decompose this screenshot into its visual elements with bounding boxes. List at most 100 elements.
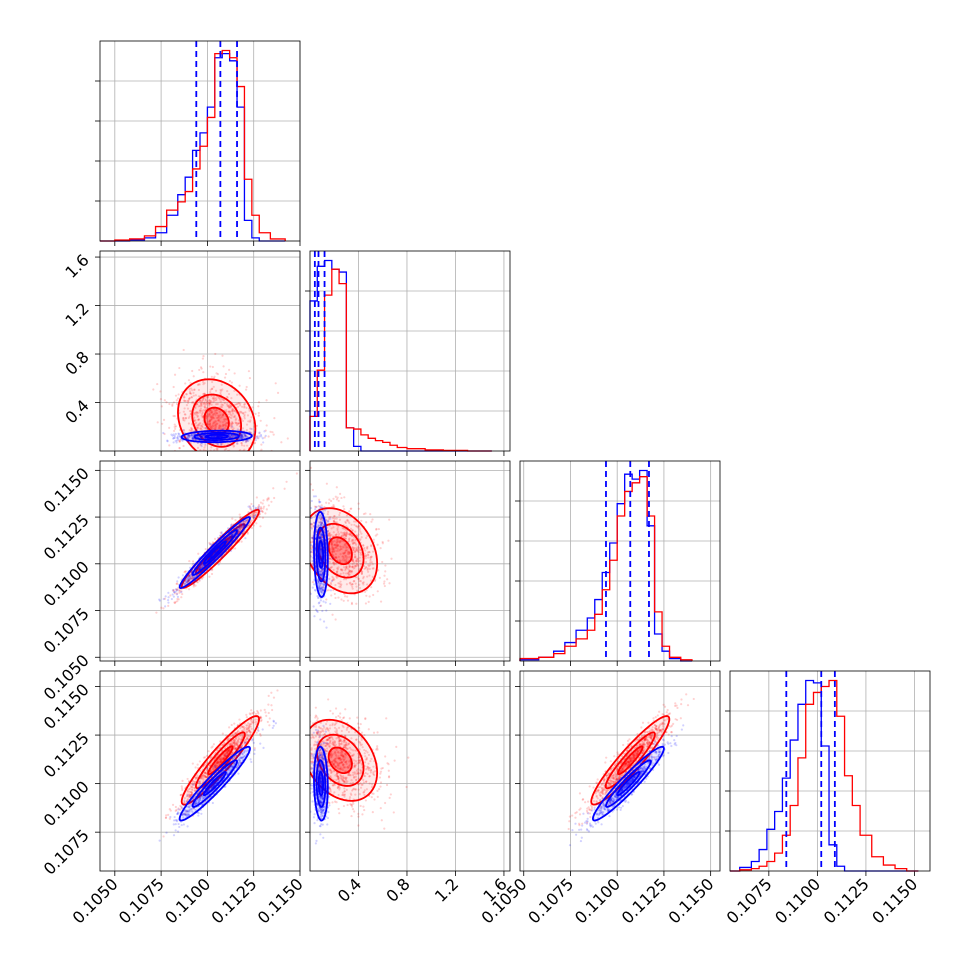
sample-point <box>219 391 222 394</box>
sample-point <box>236 431 239 435</box>
sample-point <box>259 525 262 528</box>
histogram-series-b <box>730 679 919 872</box>
sample-point <box>349 570 352 573</box>
pair-panel-r2-c1 <box>305 460 511 666</box>
sample-point <box>201 442 204 445</box>
sample-point <box>183 413 186 416</box>
sample-point <box>313 615 316 618</box>
sample-point <box>369 513 372 516</box>
sample-point <box>327 589 330 592</box>
sample-point <box>226 403 229 406</box>
sample-point <box>187 399 190 402</box>
sample-point <box>199 449 202 451</box>
sample-point <box>362 581 365 584</box>
sample-point <box>310 483 312 486</box>
sample-point <box>231 422 234 425</box>
sample-point <box>360 536 363 539</box>
sample-point <box>350 507 353 510</box>
sample-point <box>319 618 322 621</box>
sample-point <box>208 575 211 578</box>
sample-point <box>217 415 220 419</box>
sample-point <box>325 626 328 629</box>
sample-point <box>367 600 370 603</box>
sample-point <box>331 544 334 547</box>
sample-point <box>198 567 201 570</box>
sample-point <box>337 543 340 547</box>
sample-point <box>328 516 331 519</box>
sample-point <box>325 598 328 601</box>
sample-point <box>351 565 354 569</box>
sample-point <box>185 393 188 396</box>
sample-point <box>351 562 354 566</box>
sample-point <box>190 395 193 399</box>
sample-point <box>232 532 235 535</box>
sample-point <box>335 538 339 541</box>
sample-point <box>240 444 244 447</box>
sample-point <box>263 430 266 433</box>
histogram-panel-3 <box>515 460 721 666</box>
sample-point <box>351 583 354 586</box>
sample-point <box>332 526 335 529</box>
sample-point <box>213 421 216 424</box>
sample-point <box>349 507 352 510</box>
sample-point <box>178 439 182 443</box>
sample-point <box>320 504 323 507</box>
sample-point <box>211 553 215 556</box>
sample-point <box>366 551 369 554</box>
sample-point <box>228 412 231 415</box>
sample-point <box>201 453 203 455</box>
sample-point <box>229 413 232 416</box>
sample-point <box>334 495 337 498</box>
sample-point <box>376 533 379 536</box>
sample-point <box>338 540 341 543</box>
x-tick-label: 0.1125 <box>820 874 873 927</box>
sample-point <box>235 403 238 406</box>
sample-point <box>199 400 202 403</box>
sample-point <box>178 588 181 592</box>
sample-point <box>369 579 373 582</box>
sample-point <box>230 523 233 526</box>
sample-point <box>221 454 223 456</box>
sample-point <box>210 418 213 421</box>
sample-point <box>191 369 194 373</box>
sample-point <box>211 410 214 413</box>
sample-point <box>172 414 175 418</box>
sample-point <box>216 435 219 438</box>
sample-point <box>218 425 222 428</box>
sample-point <box>182 348 185 352</box>
sample-point <box>186 581 189 584</box>
sample-point <box>209 425 212 428</box>
y-tick-label: 0.1100 <box>40 557 93 610</box>
sample-point <box>328 560 331 564</box>
sample-point <box>368 565 371 568</box>
sample-point <box>365 521 368 524</box>
sample-point <box>184 413 187 416</box>
sample-point <box>227 539 230 542</box>
x-tick-label: 0.1100 <box>771 874 824 927</box>
sample-point <box>224 455 226 457</box>
sample-point <box>249 427 252 430</box>
sample-point <box>259 419 262 422</box>
sample-point <box>203 427 206 430</box>
sample-point <box>308 543 310 545</box>
sample-point <box>231 408 235 411</box>
sample-point <box>217 396 220 399</box>
sample-point <box>255 507 258 510</box>
sample-point <box>337 549 340 552</box>
sample-point <box>181 592 184 596</box>
sample-point <box>341 568 344 571</box>
sample-point <box>219 420 222 423</box>
sample-point <box>226 539 230 542</box>
sample-point <box>233 527 236 531</box>
sample-point <box>348 537 351 540</box>
sample-point <box>165 401 168 404</box>
sample-point <box>192 433 195 437</box>
sample-point <box>332 540 335 543</box>
sample-point <box>184 399 187 403</box>
sample-point <box>245 406 248 409</box>
sample-point <box>248 376 252 380</box>
sample-point <box>194 406 197 410</box>
sample-point <box>178 439 181 442</box>
sample-point <box>175 588 178 591</box>
sample-point <box>201 434 204 437</box>
